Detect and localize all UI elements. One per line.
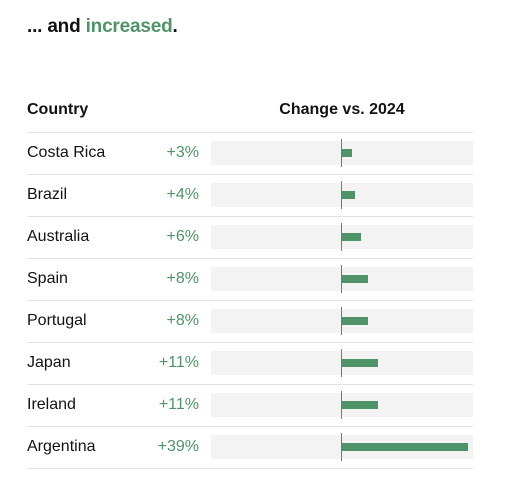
zero-axis-line xyxy=(341,139,342,167)
country-name: Brazil xyxy=(27,186,68,203)
table-row: Argentina +39% xyxy=(27,427,473,469)
bar-track xyxy=(211,349,473,377)
bar-track xyxy=(211,265,473,293)
country-name: Argentina xyxy=(27,438,96,455)
change-percent: +6% xyxy=(166,228,199,245)
headline-accent: increased xyxy=(85,16,173,37)
zero-axis-line xyxy=(341,391,342,419)
table-row: Japan +11% xyxy=(27,343,473,385)
change-bar xyxy=(342,191,355,199)
bar-track xyxy=(211,139,473,167)
change-bar xyxy=(342,443,468,451)
change-percent: +8% xyxy=(166,270,199,287)
table-row: Portugal +8% xyxy=(27,301,473,343)
change-bar xyxy=(342,401,378,409)
country-name: Australia xyxy=(27,228,90,245)
change-percent: +4% xyxy=(166,186,199,203)
headline: ... and increased. xyxy=(27,16,178,38)
change-percent: +39% xyxy=(157,438,199,455)
headline-suffix: . xyxy=(172,16,178,37)
zero-axis-line xyxy=(341,181,342,209)
zero-axis-line xyxy=(341,349,342,377)
zero-axis-line xyxy=(341,223,342,251)
header-country: Country xyxy=(27,101,89,118)
change-percent: +8% xyxy=(166,312,199,329)
change-table: Country Change vs. 2024 Costa Rica +3% Bra… xyxy=(27,96,473,469)
change-bar xyxy=(342,317,368,325)
table-row: Costa Rica +3% xyxy=(27,133,473,175)
country-name: Portugal xyxy=(27,312,87,329)
zero-axis-line xyxy=(341,307,342,335)
change-percent: +11% xyxy=(158,354,199,371)
headline-prefix: ... and xyxy=(27,16,86,37)
change-bar xyxy=(342,233,361,241)
table-header: Country Change vs. 2024 xyxy=(27,96,473,133)
table-body: Costa Rica +3% Brazil +4% Australia +6% Spain +… xyxy=(27,133,473,469)
table-row: Spain +8% xyxy=(27,259,473,301)
zero-axis-line xyxy=(341,265,342,293)
country-name: Spain xyxy=(27,270,68,287)
country-name: Ireland xyxy=(27,396,76,413)
change-percent: +3% xyxy=(166,144,199,161)
table-row: Australia +6% xyxy=(27,217,473,259)
country-name: Costa Rica xyxy=(27,144,106,161)
bar-track xyxy=(211,223,473,251)
change-bar xyxy=(342,149,352,157)
bar-track xyxy=(211,181,473,209)
country-name: Japan xyxy=(27,354,71,371)
change-percent: +11% xyxy=(158,396,199,413)
table-row: Brazil +4% xyxy=(27,175,473,217)
header-change: Change vs. 2024 xyxy=(279,101,405,118)
table-row: Ireland +11% xyxy=(27,385,473,427)
bar-track xyxy=(211,433,473,461)
bar-track xyxy=(211,391,473,419)
change-bar xyxy=(342,275,368,283)
change-bar xyxy=(342,359,378,367)
bar-track xyxy=(211,307,473,335)
zero-axis-line xyxy=(341,433,342,461)
